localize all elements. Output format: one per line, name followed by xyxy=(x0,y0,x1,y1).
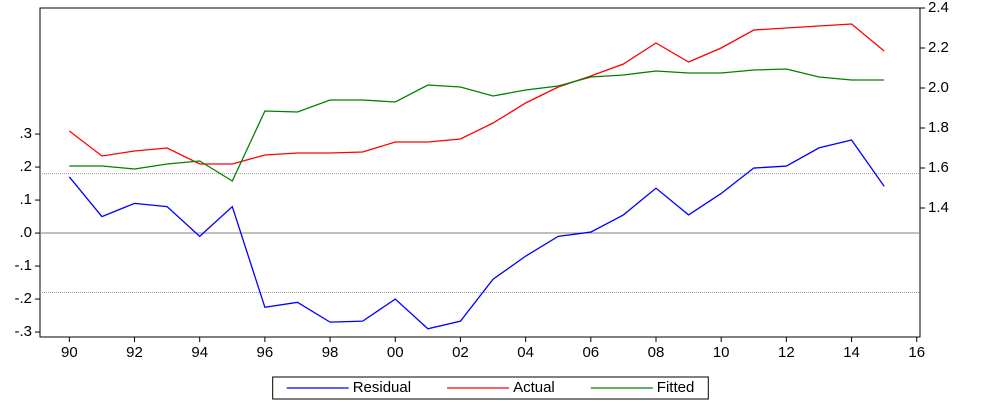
y-tick-label: .3 xyxy=(19,125,32,142)
plot-frame xyxy=(39,7,921,338)
y2-tick-label: 2.2 xyxy=(928,39,949,56)
legend-label: Actual xyxy=(513,379,555,396)
y-tick-label: -.3 xyxy=(14,323,32,340)
x-tick-label: 02 xyxy=(452,344,469,361)
series-line xyxy=(69,68,885,182)
x-tick-label: 96 xyxy=(257,344,274,361)
x-tick-label: 10 xyxy=(713,344,730,361)
x-tick-label: 90 xyxy=(61,344,78,361)
y-tick-label: .1 xyxy=(19,191,32,208)
x-tick-label: 94 xyxy=(191,344,208,361)
y2-tick-label: 1.8 xyxy=(928,119,949,136)
y-tick-label: -.2 xyxy=(14,290,32,307)
legend-label: Residual xyxy=(353,379,411,396)
x-tick-label: 12 xyxy=(778,344,795,361)
x-tick-label: 14 xyxy=(843,344,860,361)
x-tick-label: 06 xyxy=(582,344,599,361)
x-tick-label: 04 xyxy=(517,344,534,361)
series-line xyxy=(68,23,885,165)
x-tick-label: 92 xyxy=(126,344,143,361)
x-tick-label: 16 xyxy=(908,344,925,361)
y2-tick-label: 2.0 xyxy=(928,79,949,96)
x-tick-label: 00 xyxy=(387,344,404,361)
y-tick-label: .2 xyxy=(19,158,32,175)
legend: Residual Actual Fitted xyxy=(272,376,709,400)
y-tick-label: -.1 xyxy=(14,257,32,274)
y2-tick-label: 1.4 xyxy=(928,199,949,216)
y-tick-label: .0 xyxy=(19,224,32,241)
series-line xyxy=(68,139,885,330)
y2-tick-label: 2.4 xyxy=(928,0,949,16)
legend-label: Fitted xyxy=(657,379,695,396)
x-tick-label: 08 xyxy=(648,344,665,361)
y2-tick-label: 1.6 xyxy=(928,159,949,176)
x-tick-label: 98 xyxy=(322,344,339,361)
